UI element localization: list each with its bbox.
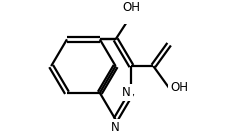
Text: N: N — [111, 121, 120, 134]
Text: OH: OH — [170, 81, 188, 95]
Text: N: N — [121, 86, 130, 99]
Text: OH: OH — [122, 1, 140, 14]
